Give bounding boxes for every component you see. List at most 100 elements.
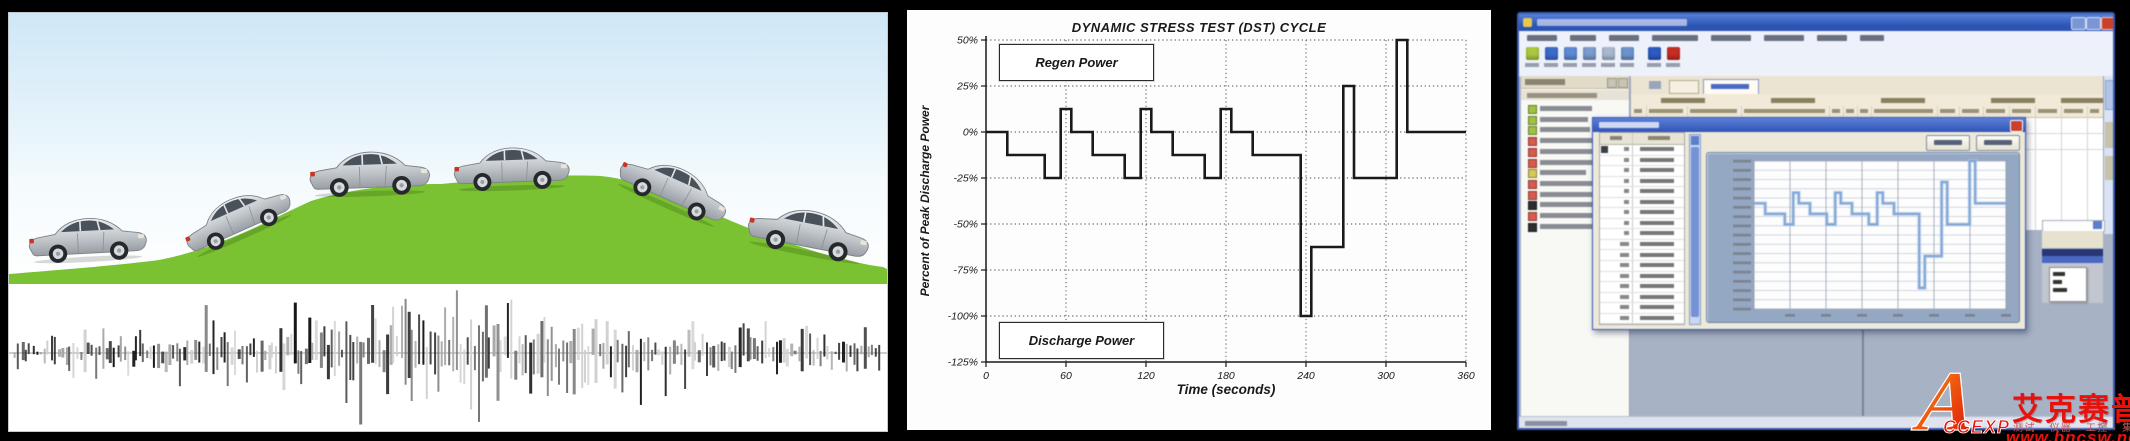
tree-item-4[interactable] xyxy=(1521,136,1629,147)
drive-cycle-illustration-panel xyxy=(8,12,888,432)
x-tick-label: 300 xyxy=(1377,370,1395,382)
tree-item-7[interactable] xyxy=(1521,168,1629,179)
scrollbar-up-arrow-icon[interactable] xyxy=(1691,136,1699,145)
dialog-table-row[interactable] xyxy=(1600,239,1684,251)
toolbar-icon-3 xyxy=(1564,47,1577,60)
dialog-table-row[interactable] xyxy=(1600,260,1684,272)
green-hill xyxy=(9,175,887,284)
sub-header-text-blurred xyxy=(1744,109,1825,113)
dialog-scrollbar-thumb[interactable] xyxy=(1691,147,1699,317)
group-header-text-blurred xyxy=(1881,98,1925,103)
menu-item-6[interactable] xyxy=(1764,35,1804,41)
menu-item-3[interactable] xyxy=(1609,35,1639,41)
app-menubar[interactable] xyxy=(1519,31,2113,45)
background-popup-list xyxy=(2049,267,2087,302)
scroll-block xyxy=(2105,122,2113,148)
toolbar-button-6[interactable] xyxy=(1620,47,1635,69)
tree-close-button[interactable] xyxy=(1618,78,1628,88)
tab-back-icon[interactable] xyxy=(1649,81,1661,89)
tree-item-9[interactable] xyxy=(1521,190,1629,200)
toolbar-button-4[interactable] xyxy=(1582,47,1597,69)
tree-item-5[interactable] xyxy=(1521,147,1629,157)
regen-power-annotation-box: Regen Power xyxy=(998,43,1155,82)
popup-item-blurred[interactable] xyxy=(2053,272,2065,276)
tree-item-status-icon xyxy=(1528,190,1537,200)
dialog-table-row[interactable] xyxy=(1600,207,1684,219)
toolbar-button-8[interactable] xyxy=(1666,47,1681,69)
menu-item-4[interactable] xyxy=(1652,35,1698,41)
sub-header-text-blurred xyxy=(2090,109,2099,113)
row-index-blurred xyxy=(1624,210,1629,215)
tree-item-6[interactable] xyxy=(1521,158,1629,168)
toolbar-button-3[interactable] xyxy=(1563,47,1578,69)
tree-item-2[interactable] xyxy=(1521,115,1629,125)
dialog-table-row[interactable] xyxy=(1600,271,1684,283)
dialog-table-row[interactable] xyxy=(1600,155,1684,167)
toolbar-button-1[interactable] xyxy=(1525,47,1540,69)
dialog-close-icon[interactable] xyxy=(2010,120,2023,132)
tree-item-3[interactable] xyxy=(1521,125,1629,136)
row-index-blurred xyxy=(1620,241,1629,246)
regen-power-label: Regen Power xyxy=(1035,55,1118,70)
dialog-ytick-blurred xyxy=(1733,243,1751,246)
background-field-chip[interactable] xyxy=(2093,221,2102,229)
dialog-table-row[interactable] xyxy=(1600,165,1684,177)
dialog-scrollbar[interactable] xyxy=(1689,134,1701,325)
dialog-xtick-blurred xyxy=(1785,314,1795,317)
status-text-blurred xyxy=(1525,421,1567,426)
table-scrollbar-thumb[interactable] xyxy=(2105,80,2113,110)
dialog-button-2[interactable] xyxy=(1976,135,2020,151)
dialog-table-row[interactable] xyxy=(1600,313,1684,325)
tree-item-1[interactable] xyxy=(1521,104,1629,114)
tree-item-12[interactable] xyxy=(1521,222,1629,232)
profile-points-table[interactable] xyxy=(1599,132,1685,325)
tree-item-11[interactable] xyxy=(1521,211,1629,221)
dialog-titlebar[interactable] xyxy=(1593,118,2025,132)
resize-grip-icon xyxy=(2099,420,2107,428)
menu-item-1[interactable] xyxy=(1527,35,1557,41)
maximize-button[interactable] xyxy=(2086,17,2101,30)
tree-item-8[interactable] xyxy=(1521,179,1629,189)
app-toolbar[interactable] xyxy=(1519,44,2113,77)
battery-test-app-window xyxy=(1517,12,2115,430)
dialog-table-row[interactable] xyxy=(1600,176,1684,188)
row-value-blurred xyxy=(1640,199,1674,204)
dialog-button-1[interactable] xyxy=(1926,135,1970,151)
toolbar-button-2[interactable] xyxy=(1544,47,1559,69)
popup-item-blurred[interactable] xyxy=(2053,280,2062,284)
minimize-button[interactable] xyxy=(2071,17,2086,30)
tree-subheader-text-blurred xyxy=(1527,93,1597,98)
tree-item-status-icon xyxy=(1528,115,1537,125)
dialog-table-row[interactable] xyxy=(1600,197,1684,209)
menu-item-8[interactable] xyxy=(1860,35,1884,41)
toolbar-button-7[interactable] xyxy=(1647,47,1662,69)
table-scrollbar[interactable] xyxy=(2103,76,2113,234)
menu-item-5[interactable] xyxy=(1711,35,1751,41)
dialog-table-row[interactable] xyxy=(1600,250,1684,262)
tab-1[interactable] xyxy=(1669,80,1699,94)
toolbar-icon-4 xyxy=(1583,47,1596,60)
toolbar-icon-6 xyxy=(1621,47,1634,60)
dialog-table-row[interactable] xyxy=(1600,228,1684,240)
table-column-line xyxy=(2061,106,2062,230)
close-icon[interactable] xyxy=(2101,17,2113,30)
app-titlebar[interactable] xyxy=(1519,14,2113,31)
tab-2-active[interactable] xyxy=(1703,79,1759,95)
sub-header-text-blurred xyxy=(1860,109,1868,113)
dialog-table-row[interactable] xyxy=(1600,218,1684,230)
group-header-text-blurred xyxy=(2061,98,2105,103)
menu-item-2[interactable] xyxy=(1570,35,1596,41)
toolbar-button-5[interactable] xyxy=(1601,47,1616,69)
tree-item-status-icon xyxy=(1528,212,1537,221)
tree-item-10[interactable] xyxy=(1521,200,1629,211)
dialog-table-row[interactable] xyxy=(1600,292,1684,304)
popup-item-blurred[interactable] xyxy=(2053,288,2067,292)
dialog-table-row[interactable] xyxy=(1600,302,1684,314)
dialog-table-row[interactable] xyxy=(1600,186,1684,198)
tree-pin-button[interactable] xyxy=(1607,78,1617,88)
dialog-table-row[interactable] xyxy=(1600,281,1684,293)
x-tick-label: 240 xyxy=(1296,370,1315,382)
menu-item-7[interactable] xyxy=(1817,35,1847,41)
dialog-table-row[interactable] xyxy=(1600,144,1684,156)
tree-item-label-blurred xyxy=(1540,138,1602,144)
